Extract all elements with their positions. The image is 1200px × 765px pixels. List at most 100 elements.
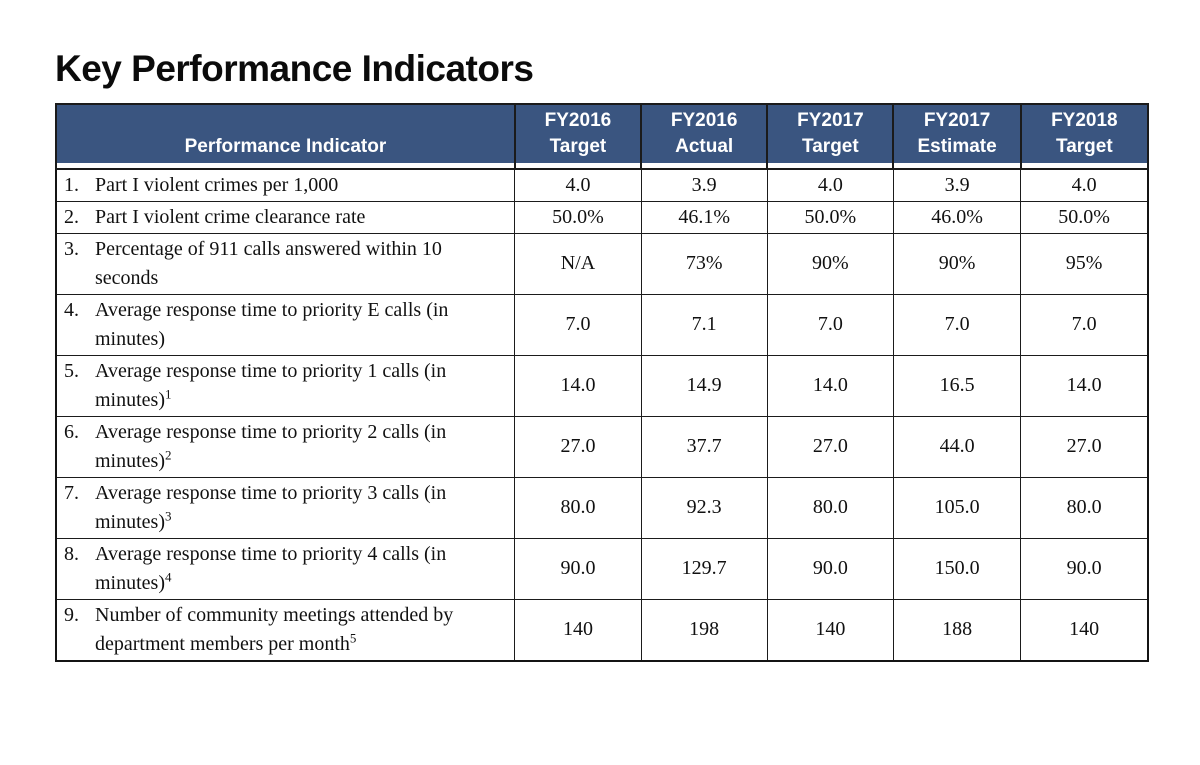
value-cell: 14.0 [1020, 354, 1149, 417]
value-cell: 7.0 [514, 293, 642, 356]
value-cell: 37.7 [640, 415, 768, 478]
footnote-marker: 1 [165, 386, 172, 402]
indicator-cell: 4. Average response time to priority E c… [55, 293, 516, 356]
value-cell: 50.0% [1020, 200, 1149, 234]
indicator-text: Average response time to priority 4 call… [95, 542, 447, 594]
header-row: Performance Indicator FY2016 Target FY20… [55, 102, 1150, 170]
value-cell: 90.0 [766, 537, 894, 600]
value-cell: 3.9 [640, 168, 768, 202]
value-cell: 27.0 [514, 415, 642, 478]
row-number: 7. [64, 481, 79, 504]
indicator-cell: 2. Part I violent crime clearance rate [55, 200, 516, 234]
indicator-text: Average response time to priority 2 call… [95, 420, 447, 472]
table-row: 4. Average response time to priority E c… [55, 293, 1149, 356]
footnote-marker: 3 [165, 508, 172, 524]
indicator-cell: 5. Average response time to priority 1 c… [55, 354, 516, 417]
col-header-fy2018-target: FY2018 Target [1019, 102, 1150, 170]
indicator-text: Part I violent crimes per 1,000 [95, 173, 339, 196]
indicator-label: Average response time to priority 2 call… [95, 418, 508, 476]
header-label-line2: Actual [675, 135, 734, 157]
value-cell: 80.0 [1020, 476, 1149, 539]
value-cell: 46.0% [892, 200, 1022, 234]
value-cell: 16.5 [892, 354, 1022, 417]
indicator-label: Number of community meetings attended by… [95, 601, 508, 659]
value-cell: 7.0 [892, 293, 1022, 356]
value-cell: 90% [892, 232, 1022, 295]
value-cell: 198 [640, 598, 768, 662]
value-cell: 46.1% [640, 200, 768, 234]
indicator-label: Average response time to priority 4 call… [95, 540, 508, 598]
header-label-line2: Target [802, 135, 859, 157]
value-cell: 95% [1020, 232, 1149, 295]
indicator-cell: 8. Average response time to priority 4 c… [55, 537, 516, 600]
header-label-line2: Target [1056, 135, 1113, 157]
value-cell: 50.0% [766, 200, 894, 234]
header-label-line2: Target [549, 135, 607, 157]
value-cell: 7.1 [640, 293, 768, 356]
row-number: 2. [64, 205, 79, 228]
indicator-label: Average response time to priority E call… [95, 296, 508, 354]
value-cell: 44.0 [892, 415, 1022, 478]
value-cell: 105.0 [892, 476, 1022, 539]
col-header-fy2017-target: FY2017 Target [766, 102, 895, 170]
value-cell: 92.3 [640, 476, 768, 539]
value-cell: 140 [514, 598, 642, 662]
document-page: Key Performance Indicators Performance I… [0, 48, 1200, 765]
col-header-fy2016-target: FY2016 Target [513, 102, 643, 170]
indicator-cell: 3. Percentage of 911 calls answered with… [55, 232, 516, 295]
indicator-label: Part I violent crime clearance rate [95, 203, 508, 232]
value-cell: 14.0 [766, 354, 894, 417]
value-cell: 188 [892, 598, 1022, 662]
indicator-text: Number of community meetings attended by… [95, 603, 454, 655]
footnote-marker: 5 [349, 630, 357, 646]
table-row: 7. Average response time to priority 3 c… [55, 476, 1149, 539]
value-cell: 80.0 [514, 476, 642, 539]
indicator-text: Part I violent crime clearance rate [95, 205, 366, 228]
value-cell: 140 [1020, 598, 1149, 662]
table-row: 9. Number of community meetings attended… [55, 598, 1149, 662]
indicator-cell: 1. Part I violent crimes per 1,000 [55, 168, 516, 202]
kpi-table: Performance Indicator FY2016 Target FY20… [55, 102, 1150, 662]
indicator-label: Part I violent crimes per 1,000 [95, 171, 508, 200]
table-row: 3. Percentage of 911 calls answered with… [55, 232, 1149, 295]
value-cell: 150.0 [892, 537, 1022, 600]
row-number: 6. [64, 420, 79, 443]
indicator-label: Percentage of 911 calls answered within … [95, 235, 508, 293]
value-cell: 73% [640, 232, 768, 295]
row-number: 1. [64, 173, 79, 196]
indicator-label: Average response time to priority 3 call… [95, 479, 508, 537]
table-row: 2. Part I violent crime clearance rate 5… [55, 200, 1149, 234]
value-cell: 80.0 [766, 476, 894, 539]
table-row: 1. Part I violent crimes per 1,000 4.0 3… [55, 168, 1149, 202]
value-cell: 90% [766, 232, 894, 295]
header-label: Performance Indicator [184, 135, 387, 157]
header-label-line2: Estimate [917, 135, 997, 157]
indicator-cell: 9. Number of community meetings attended… [55, 598, 516, 662]
row-number: 3. [64, 237, 79, 260]
page-title: Key Performance Indicators [55, 48, 534, 89]
value-cell: 14.0 [514, 354, 642, 417]
col-header-performance-indicator: Performance Indicator [55, 102, 516, 170]
value-cell: 7.0 [766, 293, 894, 356]
col-header-fy2016-actual: FY2016 Actual [640, 102, 769, 170]
table-row: 5. Average response time to priority 1 c… [55, 354, 1149, 417]
value-cell: 3.9 [892, 168, 1022, 202]
value-cell: 90.0 [1020, 537, 1149, 600]
indicator-label: Average response time to priority 1 call… [95, 357, 508, 415]
col-header-fy2017-estimate: FY2017 Estimate [892, 102, 1022, 170]
value-cell: 7.0 [1020, 293, 1149, 356]
footnote-marker: 2 [165, 447, 172, 463]
header-label-line1: FY2018 [1051, 109, 1118, 131]
row-number: 9. [64, 603, 79, 626]
value-cell: 50.0% [514, 200, 642, 234]
header-label-line1: FY2017 [923, 109, 991, 131]
row-number: 4. [64, 298, 79, 321]
row-number: 8. [64, 542, 79, 565]
header-label-line1: FY2016 [670, 109, 738, 131]
indicator-text: Average response time to priority 1 call… [95, 359, 447, 411]
value-cell: 14.9 [640, 354, 768, 417]
indicator-text: Average response time to priority E call… [95, 298, 449, 350]
value-cell: 4.0 [514, 168, 642, 202]
header-label-line1: FY2016 [544, 109, 612, 131]
value-cell: 27.0 [766, 415, 894, 478]
